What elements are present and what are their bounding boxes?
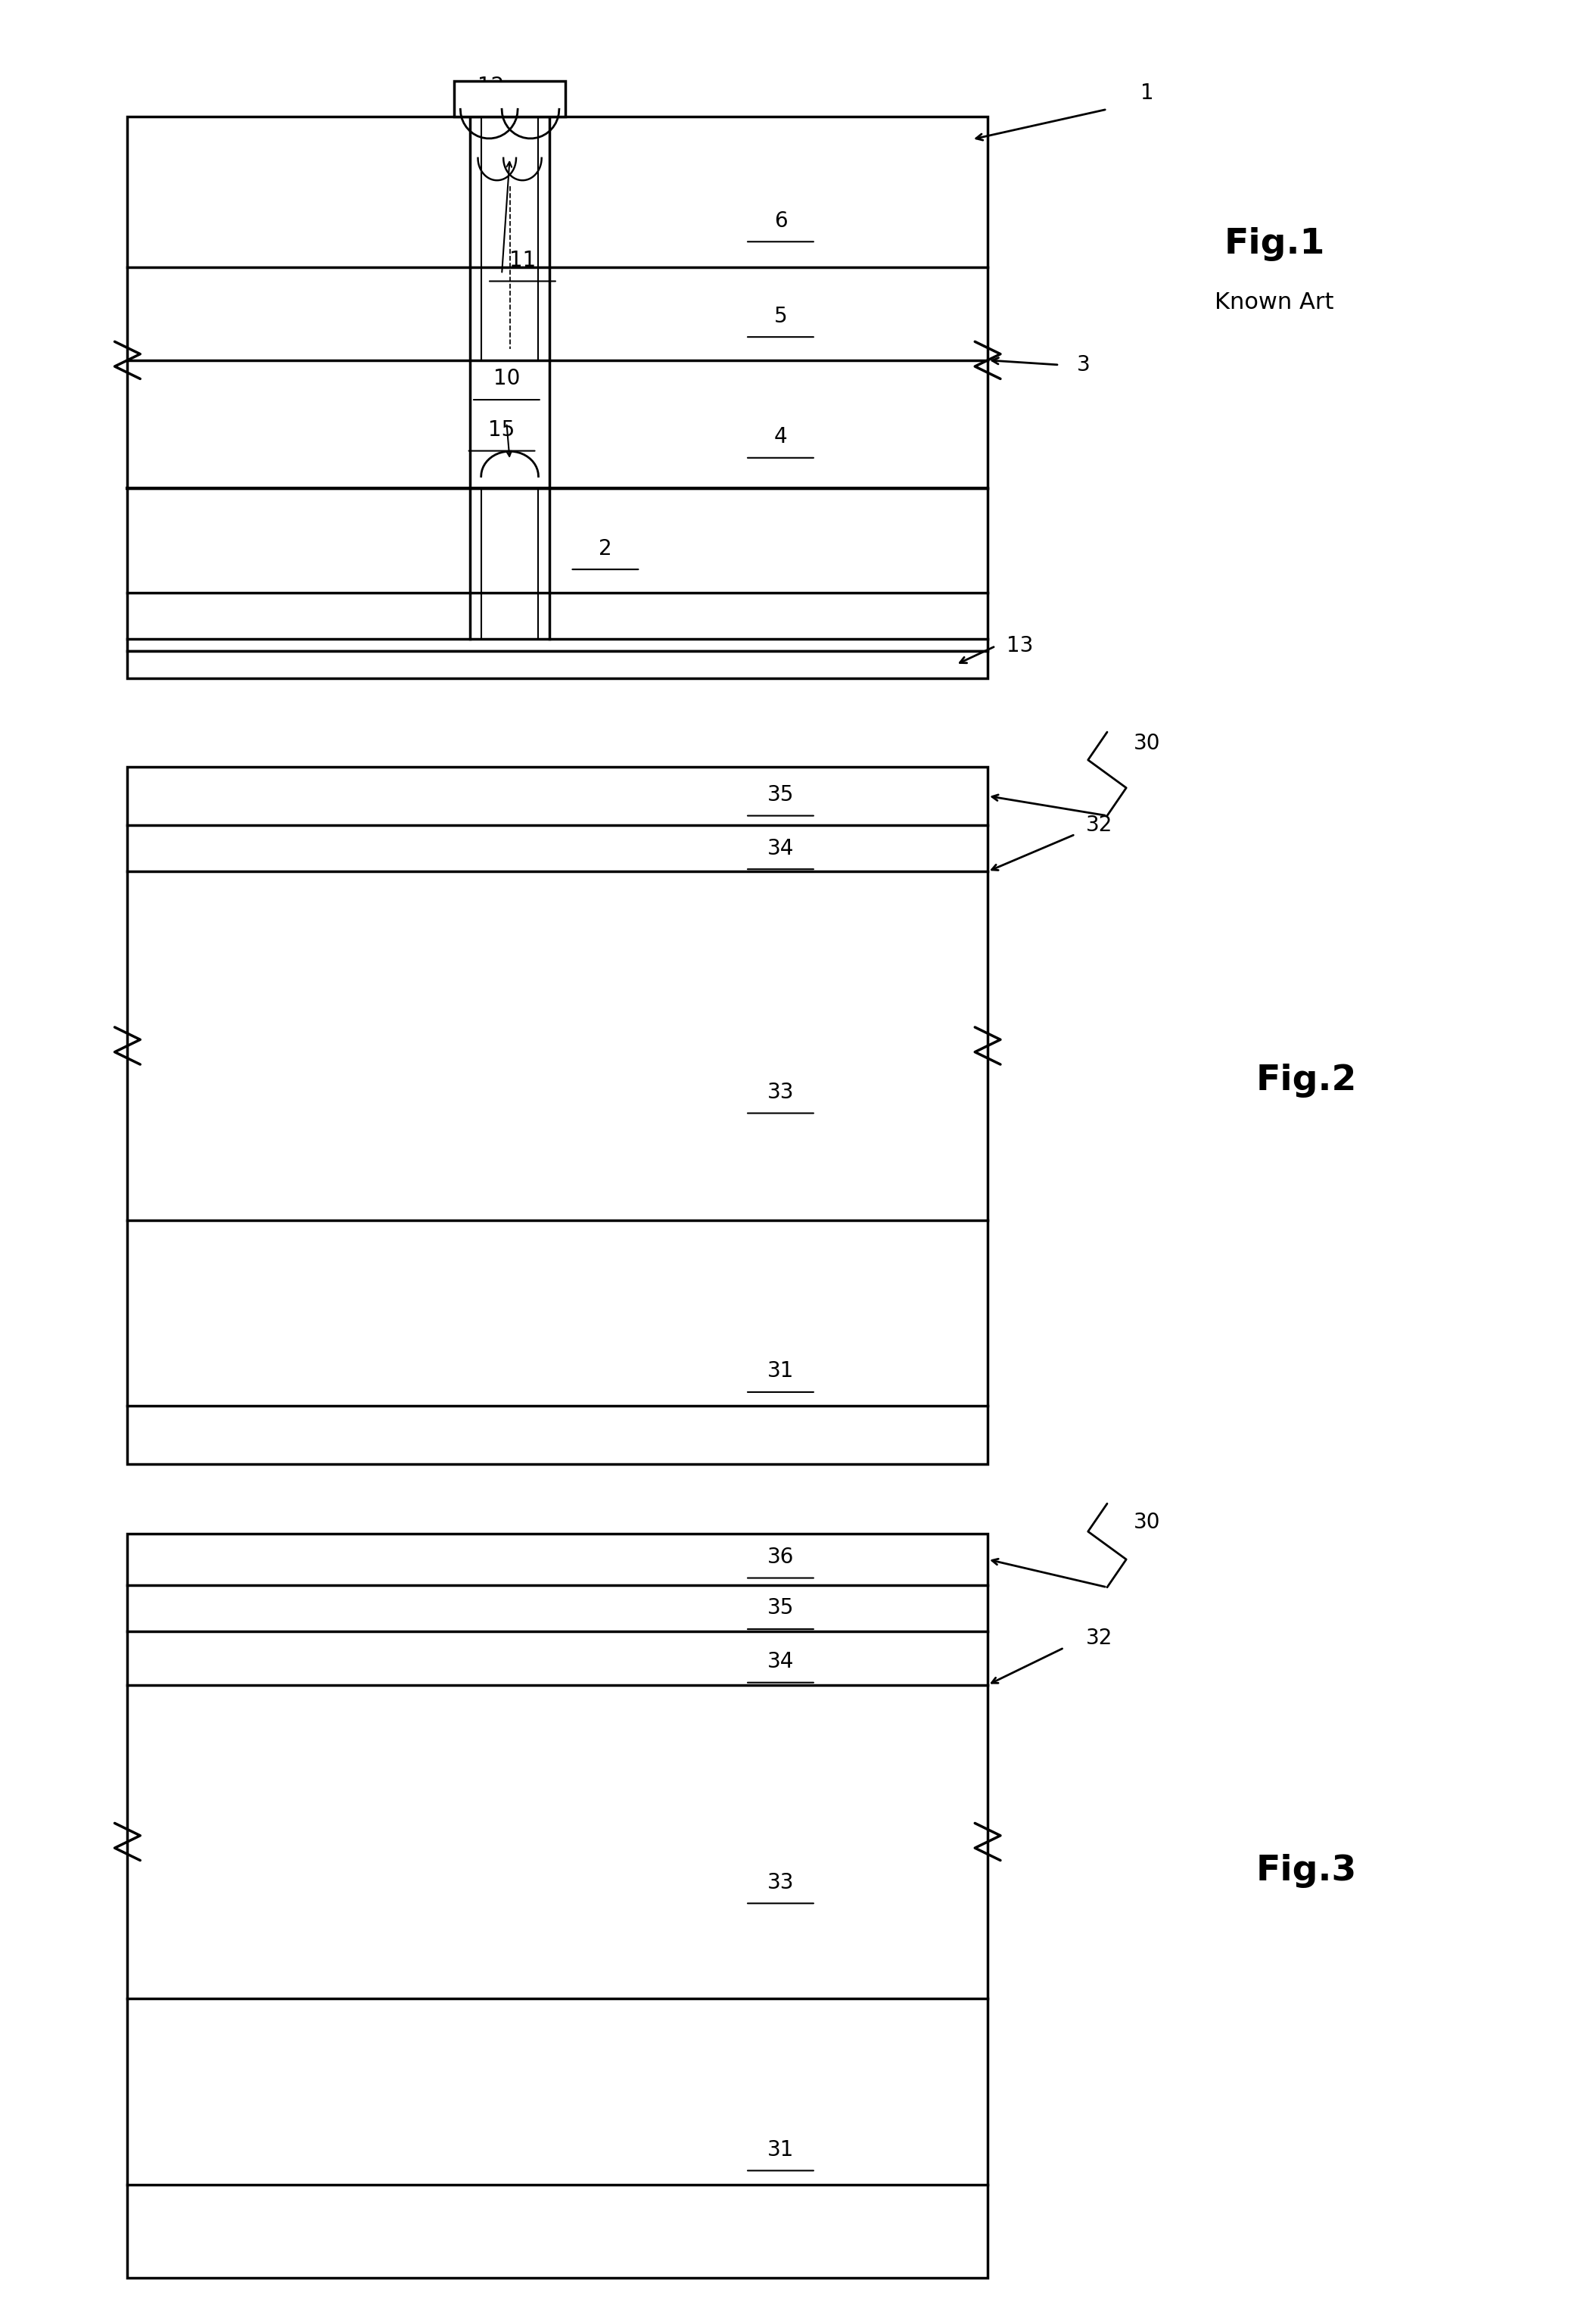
Text: 32: 32: [1086, 1627, 1112, 1650]
FancyBboxPatch shape: [127, 651, 988, 679]
Text: 2: 2: [599, 537, 612, 560]
Text: 15: 15: [489, 418, 515, 442]
Text: 5: 5: [774, 304, 787, 328]
Text: 32: 32: [1086, 813, 1112, 837]
Text: 30: 30: [1134, 1511, 1160, 1534]
Text: 11: 11: [510, 249, 535, 272]
Text: 12: 12: [478, 74, 503, 98]
Text: Fig.3: Fig.3: [1255, 1855, 1357, 1887]
Text: Fig.2: Fig.2: [1255, 1064, 1357, 1097]
FancyBboxPatch shape: [127, 1534, 988, 2278]
Text: 34: 34: [768, 1650, 793, 1673]
Text: 3: 3: [1077, 353, 1090, 376]
Text: 6: 6: [774, 209, 787, 232]
Text: 1: 1: [1141, 81, 1153, 105]
Text: 31: 31: [768, 1360, 793, 1383]
Text: 33: 33: [768, 1081, 793, 1104]
Text: 34: 34: [768, 837, 793, 860]
Text: 4: 4: [774, 425, 787, 449]
Text: Known Art: Known Art: [1215, 290, 1333, 314]
Text: 13: 13: [1007, 634, 1032, 658]
Text: Fig.1: Fig.1: [1223, 228, 1325, 260]
FancyBboxPatch shape: [454, 81, 566, 116]
FancyBboxPatch shape: [127, 767, 988, 1464]
Text: 30: 30: [1134, 732, 1160, 755]
Text: 36: 36: [768, 1545, 793, 1569]
Text: 10: 10: [494, 367, 519, 390]
Text: 33: 33: [768, 1871, 793, 1894]
Text: 35: 35: [768, 1597, 793, 1620]
Text: 31: 31: [768, 2138, 793, 2161]
Text: 35: 35: [768, 783, 793, 806]
FancyBboxPatch shape: [127, 116, 988, 651]
